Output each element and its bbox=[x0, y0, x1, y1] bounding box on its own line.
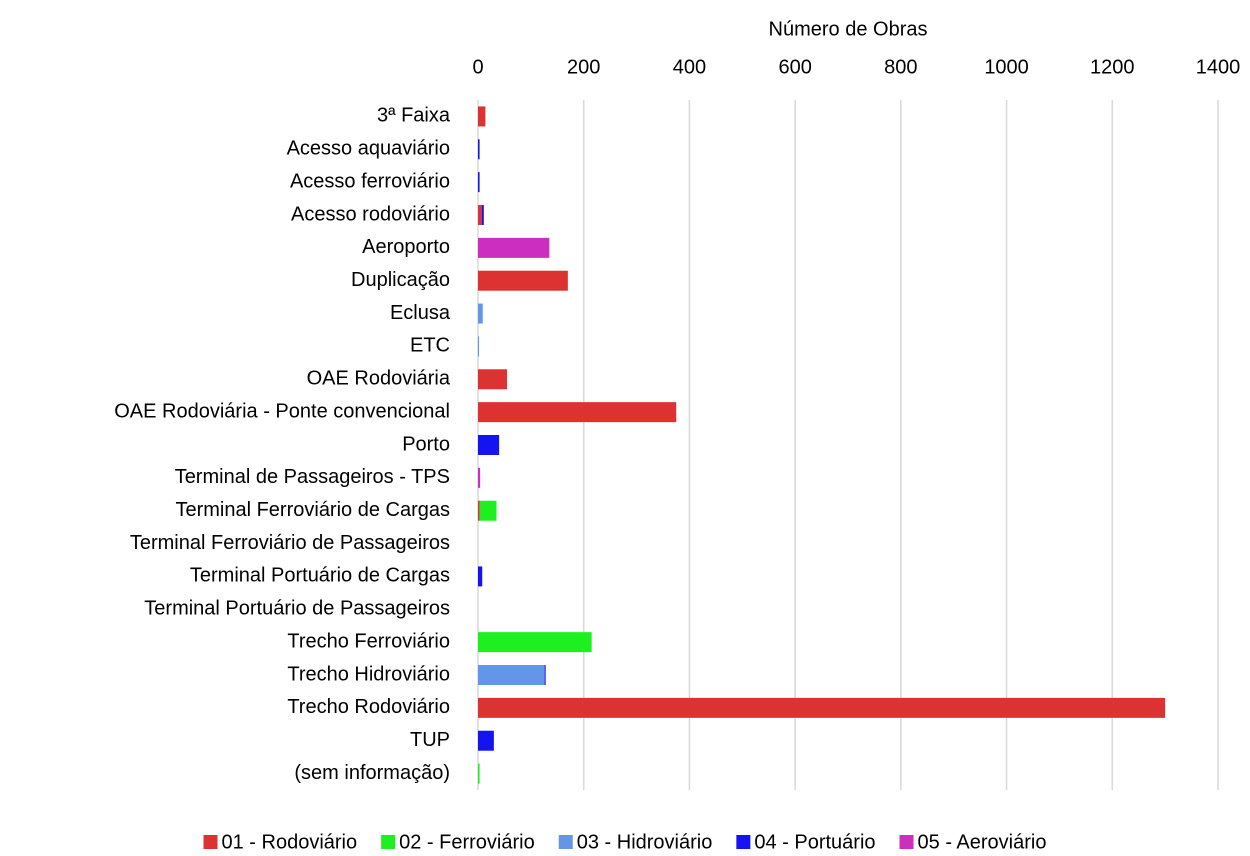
legend-swatch bbox=[203, 835, 218, 849]
axis-title: Número de Obras bbox=[769, 18, 928, 40]
x-tick-label: 1000 bbox=[984, 56, 1029, 78]
y-tick-label: Porto bbox=[402, 433, 450, 455]
bar bbox=[478, 632, 592, 653]
legend-swatch bbox=[899, 835, 914, 849]
bar bbox=[544, 665, 546, 685]
bar bbox=[478, 435, 500, 455]
bar bbox=[478, 303, 483, 324]
y-tick-label: Terminal Portuário de Cargas bbox=[190, 565, 450, 587]
legend-swatch bbox=[558, 835, 573, 849]
bar bbox=[478, 763, 480, 784]
y-tick-label: Acesso aquaviário bbox=[287, 138, 450, 160]
y-tick-label: Terminal de Passageiros - TPS bbox=[175, 466, 450, 488]
y-tick-label: (sem informação) bbox=[294, 762, 450, 784]
x-tick-label: 1400 bbox=[1196, 56, 1241, 78]
bar bbox=[478, 172, 480, 193]
y-tick-label: Trecho Rodoviário bbox=[287, 696, 450, 718]
y-tick-label: Acesso rodoviário bbox=[291, 203, 450, 225]
y-tick-label: Terminal Portuário de Passageiros bbox=[144, 598, 450, 620]
y-tick-label: Duplicação bbox=[351, 269, 450, 291]
bar bbox=[478, 106, 486, 127]
legend-label: 05 - Aeroviário bbox=[918, 831, 1047, 853]
bar bbox=[478, 205, 482, 225]
legend-swatch bbox=[736, 835, 751, 849]
legend-label: 02 - Ferroviário bbox=[399, 831, 535, 853]
legend-label: 01 - Rodoviário bbox=[222, 831, 358, 853]
legend-label: 04 - Portuário bbox=[754, 831, 875, 853]
x-tick-label: 600 bbox=[778, 56, 811, 78]
y-tick-label: OAE Rodoviária bbox=[307, 368, 451, 390]
y-tick-label: ETC bbox=[410, 335, 450, 357]
bar bbox=[481, 205, 484, 225]
x-tick-label: 800 bbox=[884, 56, 917, 78]
y-tick-label: 3ª Faixa bbox=[377, 105, 451, 127]
legend-swatch bbox=[381, 835, 396, 849]
x-tick-label: 1200 bbox=[1090, 56, 1135, 78]
x-tick-label: 400 bbox=[673, 56, 706, 78]
bar bbox=[479, 500, 497, 521]
bar bbox=[478, 369, 508, 390]
bar bbox=[478, 500, 480, 521]
bar bbox=[478, 139, 480, 160]
x-tick-label: 0 bbox=[472, 56, 483, 78]
y-tick-label: Aeroporto bbox=[362, 236, 450, 258]
y-tick-label: Trecho Hidroviário bbox=[287, 663, 450, 685]
y-tick-label: Eclusa bbox=[390, 302, 451, 324]
x-tick-label: 200 bbox=[567, 56, 600, 78]
y-tick-label: OAE Rodoviária - Ponte convencional bbox=[114, 400, 450, 422]
bar bbox=[478, 402, 677, 423]
bar bbox=[478, 566, 483, 587]
bar bbox=[478, 237, 550, 258]
y-tick-label: Terminal Ferroviário de Passageiros bbox=[130, 532, 450, 554]
bar bbox=[478, 665, 545, 685]
bar bbox=[478, 467, 481, 488]
bar bbox=[478, 270, 568, 291]
y-tick-label: Acesso ferroviário bbox=[290, 170, 450, 192]
bar bbox=[478, 697, 1166, 718]
y-tick-label: Terminal Ferroviário de Cargas bbox=[175, 499, 450, 521]
bar bbox=[478, 336, 480, 357]
y-tick-label: TUP bbox=[410, 729, 450, 751]
bar bbox=[478, 730, 494, 751]
legend-label: 03 - Hidroviário bbox=[577, 831, 713, 853]
y-tick-label: Trecho Ferroviário bbox=[287, 630, 450, 652]
